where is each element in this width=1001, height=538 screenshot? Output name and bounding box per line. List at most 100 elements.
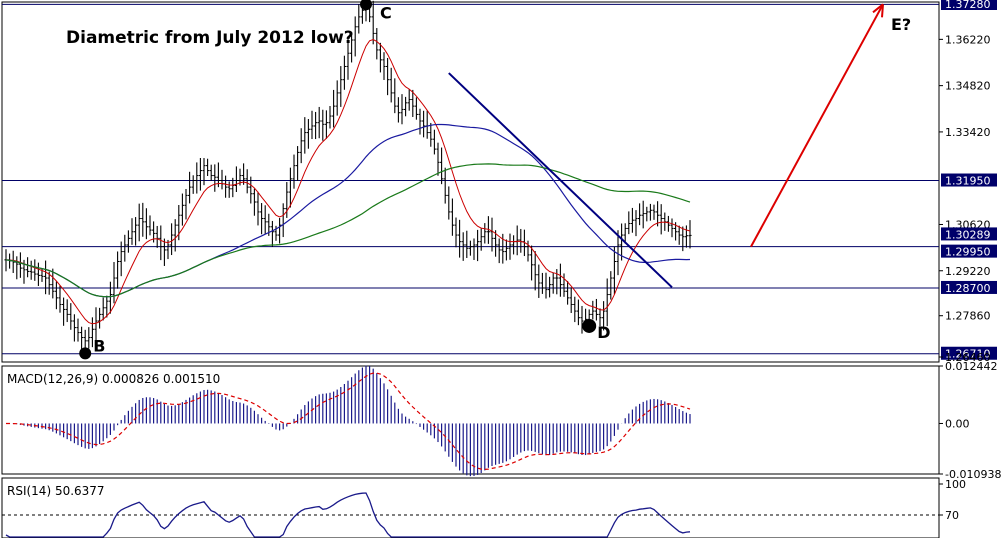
ohlc-bar bbox=[335, 80, 339, 116]
price-tag bbox=[941, 173, 997, 187]
ohlc-bar bbox=[134, 217, 138, 246]
ohlc-bar bbox=[576, 299, 580, 326]
ohlc-bar bbox=[180, 193, 184, 226]
ohlc-bar bbox=[252, 188, 256, 216]
ohlc-bar bbox=[638, 203, 642, 226]
ohlc-bar bbox=[191, 175, 195, 194]
ohlc-bar bbox=[404, 96, 408, 117]
ohlc-bar bbox=[76, 318, 80, 342]
ohlc-bar bbox=[681, 226, 685, 252]
trendline bbox=[448, 72, 673, 289]
ohlc-bar bbox=[184, 188, 188, 220]
ohlc-bar bbox=[429, 122, 433, 147]
ohlc-bar bbox=[209, 164, 213, 181]
ohlc-bar bbox=[299, 128, 303, 164]
ohlc-bar bbox=[573, 296, 577, 323]
ohlc-bar bbox=[159, 225, 163, 261]
ohlc-bar bbox=[33, 259, 37, 281]
ohlc-bar bbox=[245, 169, 249, 194]
ohlc-bar bbox=[36, 262, 40, 286]
ohlc-bar bbox=[440, 147, 444, 185]
ohlc-bar bbox=[508, 233, 512, 260]
ohlc-bar bbox=[29, 260, 33, 280]
ohlc-bar bbox=[386, 57, 390, 96]
wave-c-dot bbox=[360, 0, 372, 11]
ohlc-bar bbox=[634, 210, 638, 237]
price-tick-label: 1.36220 bbox=[945, 33, 991, 46]
macd-tick-label: 0.00 bbox=[945, 417, 970, 430]
ohlc-bar bbox=[371, 0, 375, 45]
ohlc-bar bbox=[472, 238, 476, 260]
ohlc-bar bbox=[303, 117, 307, 154]
ohlc-bar bbox=[195, 162, 199, 194]
ohlc-bar bbox=[18, 252, 22, 278]
ohlc-bar bbox=[101, 297, 105, 321]
price-tag bbox=[941, 244, 997, 258]
ohlc-bar bbox=[396, 97, 400, 123]
wave-c-label: C bbox=[380, 3, 392, 22]
wave-e-label: E? bbox=[891, 15, 911, 34]
rsi-tick-label: 100 bbox=[945, 478, 966, 491]
ohlc-bar bbox=[314, 111, 318, 140]
ohlc-bar bbox=[483, 223, 487, 244]
macd-signal-line bbox=[6, 372, 691, 471]
ohlc-bar bbox=[44, 260, 48, 295]
price-tick-label: 1.26460 bbox=[945, 351, 991, 364]
ohlc-bar bbox=[126, 230, 130, 253]
ohlc-bar bbox=[443, 167, 447, 204]
ohlc-bar bbox=[641, 200, 645, 229]
ohlc-bar bbox=[411, 89, 415, 117]
ohlc-bar bbox=[378, 42, 382, 73]
ohlc-bar bbox=[350, 34, 354, 63]
price-tag bbox=[941, 346, 997, 360]
ohlc-bar bbox=[148, 215, 152, 236]
ohlc-bar bbox=[656, 201, 660, 227]
ohlc-bar bbox=[324, 110, 328, 139]
ohlc-bar bbox=[677, 225, 681, 245]
ohlc-bar bbox=[645, 206, 649, 222]
ohlc-bar bbox=[414, 97, 418, 120]
ohlc-bar bbox=[569, 287, 573, 314]
ohlc-bar bbox=[310, 110, 314, 140]
ohlc-bar bbox=[389, 67, 393, 103]
ohlc-bar bbox=[479, 228, 483, 251]
ohlc-bar bbox=[141, 202, 145, 237]
ohlc-bar bbox=[544, 272, 548, 299]
ohlc-bar bbox=[62, 297, 66, 326]
ohlc-bar bbox=[90, 317, 94, 348]
ohlc-bar bbox=[497, 238, 501, 264]
rsi-tick-label: 70 bbox=[945, 509, 959, 522]
ohlc-bar bbox=[652, 204, 656, 220]
ohlc-bar bbox=[418, 108, 422, 135]
ohlc-bar bbox=[108, 281, 112, 314]
ohlc-bar bbox=[537, 264, 541, 298]
ohlc-bar bbox=[278, 218, 282, 244]
axis-layer: 1.372801.362201.348201.334201.319501.306… bbox=[939, 0, 1001, 522]
ohlc-bar bbox=[533, 251, 537, 291]
ohlc-bar bbox=[87, 327, 91, 349]
ohlc-bar bbox=[407, 88, 411, 111]
ohlc-bar bbox=[612, 246, 616, 295]
ohlc-bar bbox=[98, 307, 102, 329]
ohlc-bar bbox=[666, 215, 670, 232]
ohlc-bar bbox=[242, 163, 246, 185]
ohlc-bar bbox=[206, 158, 210, 176]
ohlc-bar bbox=[170, 223, 174, 256]
ohlc-bar bbox=[436, 142, 440, 176]
ohlc-bar bbox=[296, 146, 300, 181]
ohlc-bar bbox=[623, 223, 627, 244]
ohlc-bar bbox=[461, 232, 465, 261]
ohlc-bar bbox=[288, 167, 292, 208]
rsi-label: RSI(14) 50.6377 bbox=[7, 484, 105, 498]
ohlc-bar bbox=[72, 314, 76, 342]
annotation-title: Diametric from July 2012 low? bbox=[66, 28, 354, 48]
ohlc-bar bbox=[630, 207, 634, 233]
price-tick-label: 1.29220 bbox=[945, 265, 991, 278]
projection-arrow bbox=[750, 3, 884, 248]
rsi-line bbox=[5, 492, 691, 538]
price-tick-label: 1.27860 bbox=[945, 310, 991, 323]
ohlc-bar bbox=[566, 280, 570, 305]
ohlc-bar bbox=[202, 158, 206, 186]
